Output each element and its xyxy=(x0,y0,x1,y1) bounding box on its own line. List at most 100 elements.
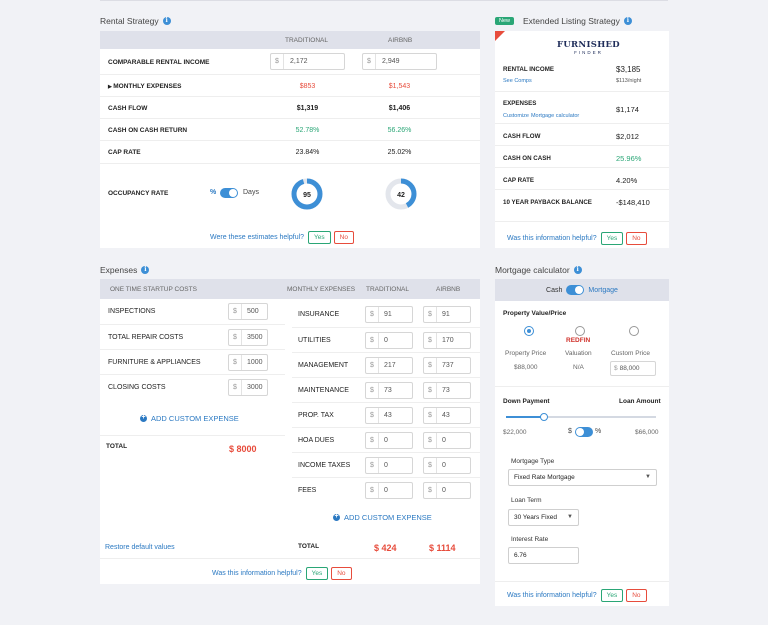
startup-cost-input[interactable]: $1000 xyxy=(228,354,268,371)
currency-symbol: $ xyxy=(366,307,379,322)
mortgage-calculator-title: Mortgage calculator i xyxy=(495,265,582,275)
startup-cost-input[interactable]: $3000 xyxy=(228,379,268,396)
cash-flow-label: CASH FLOW xyxy=(108,105,148,112)
rental-table-header: TRADITIONAL AIRBNB xyxy=(100,31,480,49)
traditional-expense-input[interactable]: $0 xyxy=(365,332,413,349)
no-button[interactable]: No xyxy=(331,567,352,580)
airbnb-expense-input[interactable]: $0 xyxy=(423,432,471,449)
mortgage-type-select[interactable]: Fixed Rate Mortgage ▼ xyxy=(508,469,657,486)
mortgage-option[interactable]: Mortgage xyxy=(588,286,618,294)
plus-circle-icon: + xyxy=(333,513,340,521)
startup-cost-input[interactable]: $3500 xyxy=(228,329,268,346)
percent-option[interactable]: % xyxy=(595,428,602,435)
traditional-expense-input[interactable]: $43 xyxy=(365,407,413,424)
yes-button[interactable]: Yes xyxy=(600,589,624,602)
airbnb-expense-input[interactable]: $0 xyxy=(423,457,471,474)
traditional-expense-value: 0 xyxy=(384,337,388,344)
yes-button[interactable]: Yes xyxy=(308,231,331,244)
mortgage-feedback: Was this information helpful? Yes No xyxy=(507,589,647,602)
feedback-question: Was this information helpful? xyxy=(507,592,597,599)
occupancy-unit-toggle[interactable] xyxy=(220,188,238,198)
traditional-expense-input[interactable]: $91 xyxy=(365,306,413,323)
airbnb-expense-input[interactable]: $73 xyxy=(423,382,471,399)
down-payment-unit-toggle[interactable] xyxy=(575,427,593,437)
mortgage-calculator-link[interactable]: Mortgage calculator xyxy=(530,113,580,119)
airbnb-expenses-value: $1,543 xyxy=(388,83,411,90)
traditional-coc-value: 52.78% xyxy=(295,127,320,134)
ext-payback-value: -$148,410 xyxy=(616,198,650,207)
info-icon[interactable]: i xyxy=(573,266,582,274)
customize-link[interactable]: Customize xyxy=(503,113,529,119)
extended-feedback: Was this information helpful? Yes No xyxy=(507,232,647,245)
mortgage-type-value: Fixed Rate Mortgage xyxy=(514,474,575,481)
loan-term-value: 30 Years Fixed xyxy=(514,514,558,521)
currency-symbol: $ xyxy=(229,304,242,319)
percent-option[interactable]: % xyxy=(210,189,217,196)
restore-defaults-link[interactable]: Restore default values xyxy=(105,544,175,551)
rental-strategy-title-text: Rental Strategy xyxy=(100,16,159,26)
custom-price-input[interactable]: $ 88,000 xyxy=(610,361,656,376)
slider-handle[interactable] xyxy=(539,413,548,421)
feedback-question: Was this information helpful? xyxy=(212,570,302,577)
startup-cost-row: INSPECTIONS $500 xyxy=(100,299,285,324)
traditional-expense-value: 0 xyxy=(384,462,388,469)
divider xyxy=(495,145,669,146)
extended-strategy-title-text: Extended Listing Strategy xyxy=(523,16,620,26)
see-comps-link[interactable]: See Comps xyxy=(503,78,532,84)
monthly-expense-row: PROP. TAX $43 $43 xyxy=(292,402,480,427)
divider xyxy=(495,581,669,582)
traditional-expense-input[interactable]: $0 xyxy=(365,457,413,474)
yes-button[interactable]: Yes xyxy=(600,232,624,245)
airbnb-expense-value: 737 xyxy=(442,362,454,369)
monthly-expenses-text: MONTHLY EXPENSES xyxy=(113,83,182,90)
custom-price-radio[interactable] xyxy=(629,326,639,336)
info-icon[interactable]: i xyxy=(623,17,632,25)
no-button[interactable]: No xyxy=(626,589,647,602)
new-badge: New xyxy=(495,17,515,25)
mortgage-calculator-card: Cash Mortgage Property Value/Price REDFI… xyxy=(495,279,669,606)
cash-option[interactable]: Cash xyxy=(546,286,563,294)
currency-symbol: $ xyxy=(366,383,379,398)
yes-button[interactable]: Yes xyxy=(305,567,329,580)
ext-income-value: $3,185 xyxy=(616,65,641,74)
cash-mortgage-toggle[interactable] xyxy=(566,285,585,295)
monthly-expenses-label[interactable]: ▶ MONTHLY EXPENSES xyxy=(108,83,182,90)
currency-symbol: $ xyxy=(229,330,242,345)
row-monthly-expenses[interactable]: ▶ MONTHLY EXPENSES $853 $1,543 xyxy=(100,74,480,96)
add-custom-expense-right[interactable]: + ADD CUSTOM EXPENSE xyxy=(333,513,432,522)
add-custom-expense-left[interactable]: + ADD CUSTOM EXPENSE xyxy=(140,414,239,423)
airbnb-expense-input[interactable]: $737 xyxy=(423,357,471,374)
monthly-total-airbnb: $ 1114 xyxy=(429,543,456,553)
interest-rate-input[interactable]: 6.76 xyxy=(508,547,579,564)
traditional-expense-input[interactable]: $0 xyxy=(365,482,413,499)
airbnb-expense-value: 43 xyxy=(442,412,450,419)
property-price-label: Property Price xyxy=(505,350,547,357)
property-price-radio[interactable] xyxy=(524,326,534,336)
traditional-income-input[interactable]: $ 2,172 xyxy=(270,53,345,70)
monthly-expense-label: MANAGEMENT xyxy=(298,362,349,369)
airbnb-income-input[interactable]: $ 2,949 xyxy=(362,53,437,70)
startup-cost-value: 1000 xyxy=(247,359,263,366)
ext-cash-flow-label: CASH FLOW xyxy=(503,133,541,140)
valuation-value: N/A xyxy=(573,364,584,371)
airbnb-expense-input[interactable]: $0 xyxy=(423,482,471,499)
traditional-expense-input[interactable]: $217 xyxy=(365,357,413,374)
airbnb-expense-input[interactable]: $170 xyxy=(423,332,471,349)
loan-term-select[interactable]: 30 Years Fixed ▼ xyxy=(508,509,579,526)
traditional-expense-value: 0 xyxy=(384,437,388,444)
days-option[interactable]: Days xyxy=(243,189,259,196)
no-button[interactable]: No xyxy=(626,232,647,245)
monthly-expense-label: MAINTENANCE xyxy=(298,387,349,394)
startup-cost-input[interactable]: $500 xyxy=(228,303,268,320)
startup-cost-label: CLOSING COSTS xyxy=(108,384,166,391)
info-icon[interactable]: i xyxy=(162,17,171,25)
airbnb-expense-input[interactable]: $91 xyxy=(423,306,471,323)
traditional-expense-input[interactable]: $0 xyxy=(365,432,413,449)
no-button[interactable]: No xyxy=(333,231,354,244)
airbnb-expense-input[interactable]: $43 xyxy=(423,407,471,424)
traditional-expense-input[interactable]: $73 xyxy=(365,382,413,399)
info-icon[interactable]: i xyxy=(141,266,150,274)
valuation-radio[interactable] xyxy=(575,326,585,336)
down-payment-slider[interactable] xyxy=(506,413,656,421)
dollar-option[interactable]: $ xyxy=(568,428,572,435)
